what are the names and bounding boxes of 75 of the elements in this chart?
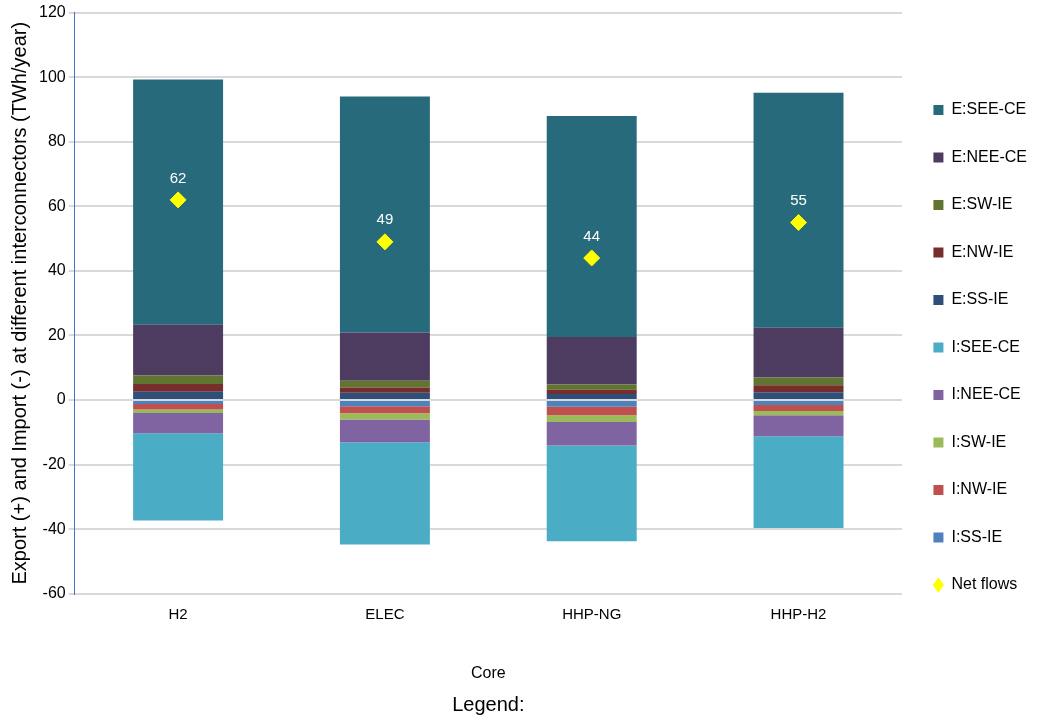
bar (133, 433, 224, 521)
x-tick-label: HHP-H2 (770, 604, 827, 622)
y-tick-label: 120 (38, 3, 66, 21)
bar (133, 79, 224, 325)
bar (753, 411, 844, 416)
bar (546, 384, 637, 390)
bar (546, 393, 637, 400)
point (790, 213, 808, 231)
bar (546, 115, 637, 338)
bar (339, 332, 430, 381)
point (169, 191, 187, 209)
legend-label: I:NEE-CE (951, 385, 1021, 403)
bar (133, 403, 224, 410)
legend-label: E:NW-IE (951, 242, 1014, 260)
legend-label: I:SEE-CE (951, 337, 1020, 355)
bar (546, 337, 637, 385)
legend-label: E:SEE-CE (951, 100, 1027, 118)
bar (546, 445, 637, 542)
y-tick-label: -20 (42, 455, 66, 473)
legend-label: E:SS-IE (951, 290, 1009, 308)
y-tick-label: 100 (38, 67, 66, 85)
bar (339, 413, 430, 420)
legend-label: I:SW-IE (951, 432, 1007, 450)
bar (753, 401, 844, 405)
bar (753, 404, 844, 412)
x-axis-title: Core (470, 663, 506, 681)
legend-label: E:SW-IE (951, 195, 1013, 213)
point (376, 233, 394, 251)
bar (753, 377, 844, 386)
y-tick-label: 60 (47, 196, 66, 214)
y-tick-label: 0 (56, 390, 66, 408)
legend-label: I:NW-IE (951, 480, 1008, 498)
bar (133, 412, 224, 434)
y-tick-label: -60 (42, 584, 66, 602)
bar (339, 387, 430, 393)
bar (546, 401, 637, 407)
y-tick-label: -40 (42, 519, 66, 537)
point (583, 249, 601, 267)
text: Legend: (452, 692, 525, 715)
bar (133, 401, 224, 404)
x-tick-label: ELEC (365, 604, 405, 622)
bar (546, 422, 637, 446)
data-label: 62 (169, 168, 187, 186)
y-tick-label: 20 (47, 325, 66, 343)
bar (339, 392, 430, 400)
x-tick-label: H2 (168, 604, 188, 622)
bar (753, 92, 844, 328)
data-label: 49 (376, 210, 394, 228)
data-label: 55 (790, 191, 807, 209)
bar (133, 383, 224, 392)
bar (546, 415, 637, 423)
bar (133, 409, 224, 413)
bar (753, 385, 844, 393)
bar (339, 419, 430, 443)
x-tick-label: HHP-NG (562, 604, 622, 622)
legend-label: E:NEE-CE (951, 147, 1028, 165)
bar (339, 401, 430, 407)
y-tick-label: 80 (47, 132, 66, 150)
bar (546, 389, 637, 394)
bar (753, 327, 844, 378)
bar (133, 375, 224, 384)
bar (339, 96, 430, 333)
bar (339, 442, 430, 545)
legend-label: I:SS-IE (951, 527, 1003, 545)
legend-label: Net flows (951, 575, 1018, 593)
bar (339, 406, 430, 414)
bar (546, 406, 637, 416)
bar (753, 436, 844, 528)
y-axis-title: Export (+) and Import (-) at different interconnectors (TWh/year) (7, 21, 30, 585)
data-label: 44 (583, 226, 601, 244)
y-tick-label: 40 (47, 261, 66, 279)
bar (753, 392, 844, 400)
bar (133, 391, 224, 400)
bar (133, 324, 224, 376)
bar (753, 415, 844, 437)
